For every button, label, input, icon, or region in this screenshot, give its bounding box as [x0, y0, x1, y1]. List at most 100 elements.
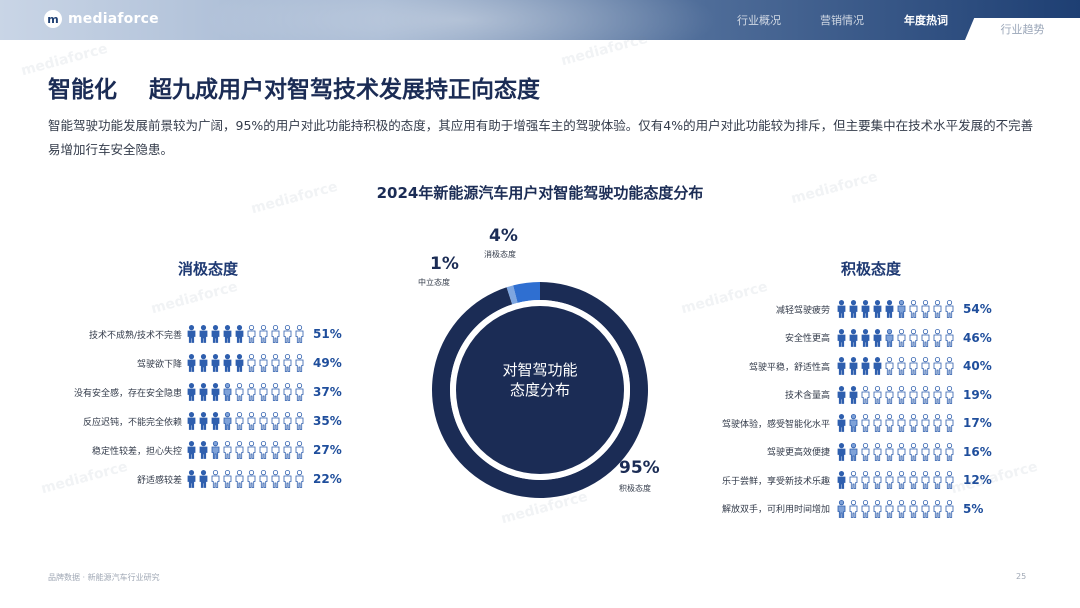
person-icon	[897, 357, 906, 375]
person-icon	[921, 357, 930, 375]
positive-reason-label: 技术含量高	[784, 391, 830, 401]
positive-reason-value: 12%	[963, 473, 992, 487]
person-icon	[187, 412, 196, 430]
person-icon	[271, 354, 280, 372]
negative-reason-pictogram	[186, 354, 305, 372]
person-icon	[199, 470, 208, 488]
negative-reason-row: 反应迟钝，不能完全依赖 35%	[40, 410, 342, 432]
person-icon	[283, 412, 292, 430]
person-icon	[849, 471, 858, 489]
negative-reason-pictogram	[186, 441, 305, 459]
person-icon	[873, 300, 882, 318]
person-icon	[921, 328, 930, 347]
positive-reason-value: 19%	[963, 387, 992, 402]
nav-tab-industry-trends[interactable]: 行业趋势	[965, 18, 1080, 40]
person-icon	[283, 470, 292, 488]
person-icon	[199, 383, 208, 401]
positive-reason-label: 减轻驾驶疲劳	[775, 305, 830, 316]
person-icon	[885, 471, 894, 489]
person-icon	[945, 328, 954, 347]
person-icon	[897, 414, 906, 432]
person-icon	[921, 385, 930, 404]
person-icon	[295, 441, 304, 459]
positive-reason-value: 17%	[963, 416, 992, 430]
person-icon	[909, 499, 918, 518]
positive-reason-row: 驾驶更高效便捷 16%	[690, 441, 992, 463]
person-icon	[885, 357, 894, 375]
positive-reason-pictogram	[836, 385, 955, 404]
person-icon	[945, 442, 954, 461]
negative-reason-pictogram	[186, 470, 305, 488]
positive-reason-row: 驾驶体验，感受智能化水平 17%	[690, 412, 992, 434]
attitude-donut-chart: 对智驾功能 态度分布	[432, 282, 648, 498]
person-icon	[199, 325, 208, 343]
negative-reason-row: 稳定性较差，担心失控 27%	[40, 439, 342, 461]
negative-reason-pictogram	[186, 325, 305, 343]
person-icon	[223, 412, 232, 430]
person-icon	[933, 328, 942, 347]
slice-value-neutral: 1%	[430, 254, 459, 274]
person-icon	[259, 354, 268, 372]
negative-reason-pictogram	[186, 383, 305, 401]
nav-tab-industry-overview[interactable]: 行业概况	[737, 14, 781, 27]
person-icon	[897, 328, 906, 347]
positive-reason-row: 乐于尝鲜，享受新技术乐趣 12%	[690, 469, 992, 491]
person-icon	[945, 499, 954, 518]
person-icon	[211, 325, 220, 343]
slice-value-positive: 95%	[619, 458, 660, 478]
person-icon	[247, 354, 256, 372]
nav-tab-marketing[interactable]: 营销情况	[820, 14, 864, 27]
person-icon	[945, 471, 954, 489]
person-icon	[873, 471, 882, 489]
person-icon	[945, 414, 954, 432]
person-icon	[283, 383, 292, 401]
person-icon	[271, 383, 280, 401]
negative-reason-row: 技术不成熟/技术不完善 51%	[40, 323, 342, 345]
positive-reason-row: 解放双手，可利用时间增加 5%	[690, 498, 983, 520]
person-icon	[909, 328, 918, 347]
person-icon	[921, 442, 930, 461]
person-icon	[247, 470, 256, 488]
person-icon	[873, 385, 882, 404]
negative-reason-value: 22%	[313, 472, 342, 486]
person-icon	[295, 383, 304, 401]
negative-reason-pictogram	[186, 412, 305, 430]
positive-reason-pictogram	[836, 471, 955, 489]
person-icon	[945, 385, 954, 404]
person-icon	[295, 354, 304, 372]
person-icon	[295, 470, 304, 488]
nav-tab-annual-keywords[interactable]: 年度热词	[904, 14, 948, 27]
donut-center-label-line1: 对智驾功能	[502, 361, 577, 379]
person-icon	[897, 499, 906, 518]
person-icon	[837, 499, 846, 518]
person-icon	[259, 470, 268, 488]
person-icon	[271, 470, 280, 488]
person-icon	[837, 442, 846, 461]
person-icon	[235, 383, 244, 401]
positive-reason-label: 驾驶平稳，舒适性高	[748, 362, 830, 373]
person-icon	[921, 414, 930, 432]
person-icon	[933, 442, 942, 461]
brand-name: mediaforce	[68, 11, 159, 27]
person-icon	[223, 470, 232, 488]
donut-slice-neutral	[506, 285, 518, 305]
person-icon	[283, 354, 292, 372]
positive-reason-pictogram	[836, 328, 955, 347]
positive-reason-pictogram	[836, 357, 955, 375]
person-icon	[223, 383, 232, 401]
footer-source: 品牌数据 · 新能源汽车行业研究	[48, 573, 160, 582]
intro-paragraph: 智能驾驶功能发展前景较为广阔，95%的用户对此功能持积极的态度，其应用有助于增强…	[48, 118, 1034, 157]
negative-reason-value: 49%	[313, 356, 342, 370]
person-icon	[921, 300, 930, 318]
person-icon	[837, 414, 846, 432]
person-icon	[885, 442, 894, 461]
negative-reason-row: 没有安全感，存在安全隐患 37%	[40, 381, 342, 403]
person-icon	[849, 357, 858, 375]
person-icon	[921, 471, 930, 489]
person-icon	[849, 385, 858, 404]
person-icon	[235, 470, 244, 488]
person-icon	[897, 442, 906, 461]
page-number: 25	[1016, 572, 1027, 581]
negative-reason-value: 51%	[313, 327, 342, 341]
person-icon	[295, 412, 304, 430]
